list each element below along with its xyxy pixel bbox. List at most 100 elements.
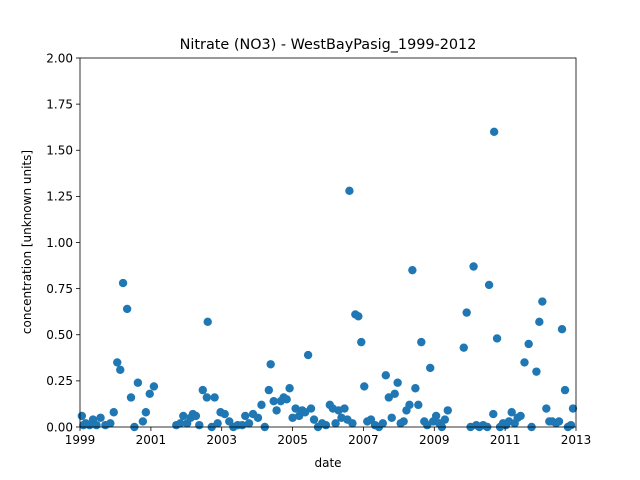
y-tick-label: 0.00 xyxy=(46,420,73,434)
data-point xyxy=(176,419,185,428)
data-point xyxy=(266,360,275,369)
y-tick-label: 1.25 xyxy=(46,190,73,204)
x-axis-label: date xyxy=(314,456,341,470)
y-axis-ticks: 0.00 0.25 0.50 0.75 1.00 1.25 1.50 1.75 2.00 xyxy=(46,51,80,434)
data-point xyxy=(414,400,423,410)
data-point xyxy=(272,406,281,415)
data-point xyxy=(408,265,417,275)
data-point xyxy=(77,411,87,421)
data-point xyxy=(489,409,498,419)
data-point xyxy=(303,350,313,360)
data-point xyxy=(390,389,399,398)
data-point xyxy=(141,408,151,417)
data-point xyxy=(241,411,250,421)
y-tick-label: 1.50 xyxy=(46,144,73,158)
data-point xyxy=(440,415,450,424)
data-point xyxy=(191,411,201,421)
data-point xyxy=(554,417,564,426)
data-point xyxy=(381,371,391,380)
data-point xyxy=(116,365,125,375)
data-point xyxy=(257,400,266,410)
data-point xyxy=(198,385,207,395)
data-point xyxy=(264,385,274,395)
data-point xyxy=(560,385,570,395)
plot-frame xyxy=(79,57,577,428)
data-point xyxy=(520,358,529,367)
data-point xyxy=(291,404,300,413)
y-tick-label: 0.25 xyxy=(46,374,73,388)
data-point xyxy=(459,343,468,352)
data-point xyxy=(393,378,402,387)
data-point xyxy=(345,186,354,196)
data-point xyxy=(516,411,525,421)
x-tick-label: 2001 xyxy=(136,433,167,447)
data-point xyxy=(149,382,159,391)
data-point xyxy=(492,334,502,343)
data-point xyxy=(417,337,426,347)
data-point xyxy=(282,395,291,404)
data-point xyxy=(568,404,578,413)
y-tick-label: 0.50 xyxy=(46,328,73,342)
x-axis-ticks: 1999 2001 2003 2005 2007 2009 2011 2013 xyxy=(65,427,592,447)
x-tick-label: 2007 xyxy=(348,433,379,447)
data-point xyxy=(399,417,408,426)
data-point xyxy=(306,404,316,413)
y-tick-label: 0.75 xyxy=(46,282,73,296)
data-point xyxy=(213,419,222,428)
data-point xyxy=(126,393,136,402)
data-point xyxy=(118,278,128,288)
chart-title: Nitrate (NO3) - WestBayPasig_1999-2012 xyxy=(180,37,477,53)
data-point xyxy=(133,378,143,387)
data-point xyxy=(443,406,452,415)
data-point xyxy=(348,419,357,428)
data-point xyxy=(524,339,533,349)
data-point xyxy=(109,408,118,417)
x-tick-label: 2009 xyxy=(419,433,450,447)
x-tick-label: 2011 xyxy=(490,433,521,447)
y-axis-label: concentration [unknown units] xyxy=(20,150,34,334)
data-point xyxy=(340,404,349,413)
x-tick-label: 2005 xyxy=(277,433,308,447)
data-point xyxy=(285,384,294,393)
data-point xyxy=(387,413,396,422)
y-tick-label: 1.75 xyxy=(46,97,73,111)
data-point xyxy=(507,408,516,417)
data-point xyxy=(96,413,105,422)
data-point xyxy=(426,363,435,373)
y-tick-label: 2.00 xyxy=(46,51,73,65)
data-point xyxy=(532,367,541,376)
data-point xyxy=(253,413,263,422)
data-point xyxy=(220,409,229,419)
data-point xyxy=(138,417,148,426)
x-tick-label: 2003 xyxy=(206,433,237,447)
data-point xyxy=(557,325,567,334)
data-point xyxy=(469,262,478,271)
data-point xyxy=(106,419,115,428)
data-point xyxy=(113,358,122,367)
data-point xyxy=(269,396,278,406)
data-point xyxy=(244,419,254,428)
data-point xyxy=(331,419,340,428)
data-point xyxy=(538,297,547,306)
data-point xyxy=(484,280,494,290)
x-tick-label: 1999 xyxy=(65,433,96,447)
data-point xyxy=(357,337,366,347)
data-point xyxy=(122,304,132,314)
data-point xyxy=(210,393,219,402)
data-point xyxy=(378,419,387,428)
y-tick-label: 1.00 xyxy=(46,236,73,250)
data-point xyxy=(542,404,551,413)
data-point xyxy=(145,389,154,398)
data-point xyxy=(354,312,363,321)
data-point xyxy=(405,400,414,410)
data-point xyxy=(489,127,499,136)
data-points xyxy=(77,127,578,432)
data-point xyxy=(411,384,420,393)
x-tick-label: 2013 xyxy=(561,433,592,447)
data-point xyxy=(431,411,441,421)
data-point xyxy=(535,317,544,327)
data-point xyxy=(321,420,331,430)
data-point xyxy=(195,420,204,430)
